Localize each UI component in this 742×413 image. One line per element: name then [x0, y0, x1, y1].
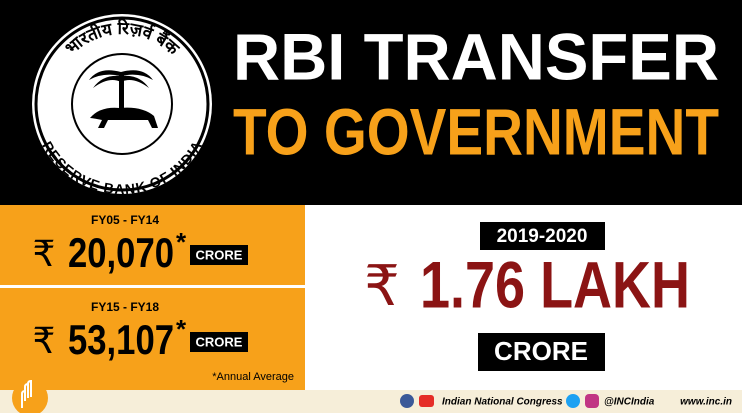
instagram-icon[interactable] [585, 394, 599, 408]
currency: ₹ [33, 234, 56, 275]
currency: ₹ [364, 254, 400, 319]
amount: 20,070 [68, 229, 174, 276]
period-box [480, 222, 605, 250]
unit-box [190, 332, 248, 352]
footer-website[interactable]: www.inc.in [680, 397, 732, 408]
hand-icon [21, 379, 32, 408]
footer-handle: @INCIndia [604, 397, 655, 408]
unit-box [478, 333, 605, 371]
panel-period: FY05 - FY14 [91, 213, 159, 227]
rbi-logo: भारतीय रिज़र्व बैंक RESERVE BANK OF INDI… [32, 14, 212, 198]
facebook-icon[interactable] [400, 394, 414, 408]
highlight-period: 2019-2020 [497, 226, 588, 247]
youtube-icon[interactable] [419, 395, 434, 407]
highlight-amount: 1.76 LAKH [420, 247, 690, 321]
amount: 53,107 [68, 316, 174, 363]
note: *Annual Average [212, 371, 294, 383]
twitter-icon[interactable] [566, 394, 580, 408]
title-line1: RBI TRANSFER [233, 19, 719, 93]
asterisk: * [176, 227, 187, 257]
title-line2: TO GOVERNMENT [233, 94, 719, 168]
unit: CRORE [196, 247, 243, 262]
footer-bg [0, 390, 742, 413]
unit: CRORE [196, 334, 243, 349]
currency: ₹ [33, 321, 56, 362]
panel-bg [0, 288, 305, 390]
asterisk: * [176, 314, 187, 344]
panel-bg [0, 205, 305, 285]
unit-box [190, 245, 248, 265]
footer-org: Indian National Congress [442, 397, 563, 408]
panel-period: FY15 - FY18 [91, 300, 159, 314]
highlight-unit: CRORE [494, 336, 588, 366]
